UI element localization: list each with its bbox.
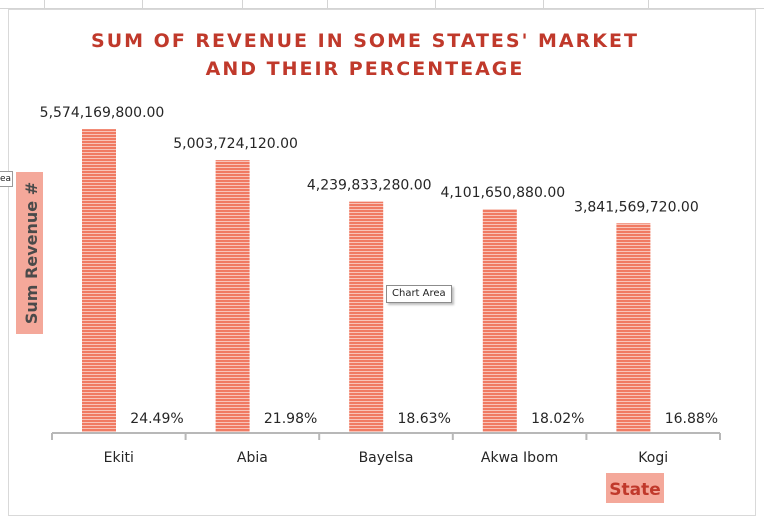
column-header[interactable] <box>44 0 143 8</box>
x-tick-label: Abia <box>237 450 268 466</box>
x-tick-label: Ekiti <box>104 450 134 466</box>
column-header[interactable] <box>242 0 328 8</box>
bar[interactable] <box>82 129 116 432</box>
percentage-label: 18.63% <box>398 411 451 427</box>
x-axis-ticks <box>51 433 721 440</box>
percentage-label: 24.49% <box>130 411 183 427</box>
column-header[interactable] <box>0 0 45 8</box>
x-axis-tick-labels: Ekiti Abia Bayelsa Akwa Ibom Kogi <box>104 450 668 466</box>
chart-title-line-2: AND THEIR PERCENTEAGE <box>206 58 525 80</box>
bar-value-label: 5,003,724,120.00 <box>173 136 298 152</box>
bar[interactable] <box>215 160 250 433</box>
spreadsheet-column-header-strip <box>0 0 764 9</box>
column-header[interactable] <box>435 0 544 8</box>
percentage-label: 18.02% <box>531 411 584 427</box>
y-axis-title[interactable]: Sum Revenue # <box>22 182 41 324</box>
percentage-label: 21.98% <box>264 411 317 427</box>
clipped-tooltip: ea <box>0 171 13 187</box>
bar-value-label: 5,574,169,800.00 <box>40 105 165 121</box>
x-axis-title[interactable]: State <box>609 480 661 500</box>
bar[interactable] <box>349 201 384 432</box>
data-labels-group: 5,574,169,800.00 24.49% 5,003,724,120.00 21… <box>40 105 718 427</box>
x-tick-label: Kogi <box>638 450 668 466</box>
chart-title-line-1: SUM OF REVENUE IN SOME STATES' MARKET <box>91 30 639 52</box>
bar[interactable] <box>616 223 651 432</box>
x-tick-label: Akwa Ibom <box>481 450 558 466</box>
column-header[interactable] <box>327 0 436 8</box>
column-header[interactable] <box>142 0 243 8</box>
bars-group <box>82 129 651 433</box>
x-axis-title-highlight <box>606 473 664 503</box>
percentage-label: 16.88% <box>665 411 718 427</box>
chart-area-tooltip: Chart Area <box>386 285 452 303</box>
bar-value-label: 4,101,650,880.00 <box>440 185 565 201</box>
bar[interactable] <box>482 209 517 432</box>
bar-value-label: 4,239,833,280.00 <box>307 178 432 194</box>
column-header[interactable] <box>543 0 649 8</box>
bar-value-label: 3,841,569,720.00 <box>574 199 699 215</box>
x-tick-label: Bayelsa <box>359 450 414 466</box>
y-axis-title-highlight <box>16 172 43 334</box>
